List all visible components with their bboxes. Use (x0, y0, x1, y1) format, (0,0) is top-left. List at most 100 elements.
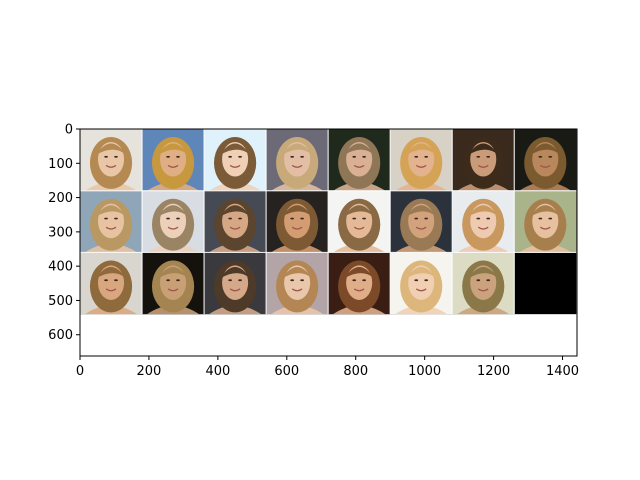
eye-shape (300, 279, 304, 282)
mouth-shape (291, 226, 303, 230)
face-photo-tile (514, 190, 577, 253)
x-tick-label: 1000 (408, 364, 441, 379)
hair-fringe-shape (406, 266, 437, 279)
hair-fringe-shape (220, 143, 250, 155)
eye-shape (548, 155, 553, 158)
eye-shape (114, 217, 118, 220)
eye-shape (228, 279, 232, 282)
y-tick-label: 200 (48, 191, 73, 206)
face-photo-tile (80, 129, 143, 191)
eye-shape (362, 217, 366, 220)
mouth-shape (167, 288, 179, 292)
hair-fringe-shape (530, 143, 561, 155)
eye-shape (362, 155, 366, 158)
y-tick-label: 300 (48, 225, 73, 240)
eye-shape (424, 217, 429, 220)
hair-fringe-shape (530, 205, 561, 217)
face-photo-tile (142, 129, 205, 191)
mouth-shape (167, 164, 179, 168)
mouth-shape (353, 164, 365, 168)
mouth-shape (539, 226, 551, 230)
eye-shape (352, 217, 357, 220)
hair-fringe-shape (96, 205, 126, 217)
eye-shape (548, 217, 553, 220)
mouth-shape (291, 164, 303, 168)
hair-fringe-shape (282, 143, 313, 155)
eye-shape (352, 279, 357, 282)
x-tick-label: 400 (205, 364, 230, 379)
eye-shape (228, 217, 232, 220)
face-photo-tile (452, 190, 515, 253)
hair-fringe-shape (344, 143, 375, 155)
face-photo-tile (390, 190, 453, 253)
plot-frame (79, 128, 578, 357)
eye-shape (176, 279, 180, 282)
eye-shape (238, 217, 242, 220)
y-tick-label: 600 (48, 328, 73, 343)
eye-shape (166, 279, 170, 282)
hair-fringe-shape (220, 266, 250, 279)
face-photo-tile (80, 252, 143, 315)
eye-shape (538, 217, 543, 220)
hair-fringe-shape (282, 205, 313, 217)
mouth-shape (229, 164, 241, 168)
eye-shape (238, 279, 242, 282)
image-grid (80, 129, 577, 315)
eye-shape (362, 279, 366, 282)
hair-fringe-shape (96, 143, 126, 155)
face-photo-tile (204, 190, 267, 253)
mouth-shape (105, 226, 117, 230)
eye-shape (176, 155, 180, 158)
eye-shape (424, 279, 429, 282)
mouth-shape (229, 288, 241, 292)
x-tick-label: 600 (274, 364, 299, 379)
hair-fringe-shape (344, 266, 375, 279)
face-photo-tile (142, 190, 205, 253)
hair-fringe-shape (468, 266, 499, 279)
x-tick-label: 200 (137, 364, 162, 379)
eye-shape (486, 217, 491, 220)
face-photo-tile (328, 129, 391, 191)
y-tick-label: 100 (48, 157, 73, 172)
mouth-shape (105, 288, 117, 292)
eye-shape (414, 279, 419, 282)
mouth-shape (291, 288, 303, 292)
face-photo-tile (80, 190, 143, 253)
hair-fringe-shape (158, 143, 188, 155)
eye-shape (290, 217, 295, 220)
face-photo-tile (390, 252, 453, 315)
mouth-shape (539, 164, 551, 168)
face-photo-tile (142, 252, 205, 315)
y-tick-label: 500 (48, 294, 73, 309)
hair-fringe-shape (158, 266, 188, 279)
eye-shape (538, 155, 543, 158)
y-tick-label: 400 (48, 260, 73, 275)
eye-shape (104, 155, 108, 158)
mouth-shape (105, 164, 117, 168)
mouth-shape (167, 226, 179, 230)
face-photo-tile (452, 129, 515, 191)
eye-shape (166, 217, 170, 220)
face-photo-tile (266, 129, 329, 191)
eye-shape (476, 155, 481, 158)
eye-shape (486, 155, 491, 158)
hair-fringe-shape (96, 266, 126, 279)
mouth-shape (477, 226, 489, 230)
eye-shape (238, 155, 242, 158)
face-photo-tile (204, 252, 267, 315)
eye-shape (476, 279, 481, 282)
hair-fringe-shape (406, 205, 437, 217)
x-axis: 0 200 400 600 800 1000 1200 1400 (76, 356, 579, 379)
eye-shape (414, 217, 419, 220)
mouth-shape (415, 288, 427, 292)
x-tick-label: 0 (76, 364, 84, 379)
hair-fringe-shape (468, 143, 499, 155)
eye-shape (414, 155, 419, 158)
face-photo-tile (328, 190, 391, 253)
x-tick-label: 1200 (477, 364, 510, 379)
hair-fringe-shape (282, 266, 313, 279)
face-photo-tile (514, 129, 577, 191)
eye-shape (300, 217, 304, 220)
face-photo-tile (266, 190, 329, 253)
eye-shape (424, 155, 429, 158)
